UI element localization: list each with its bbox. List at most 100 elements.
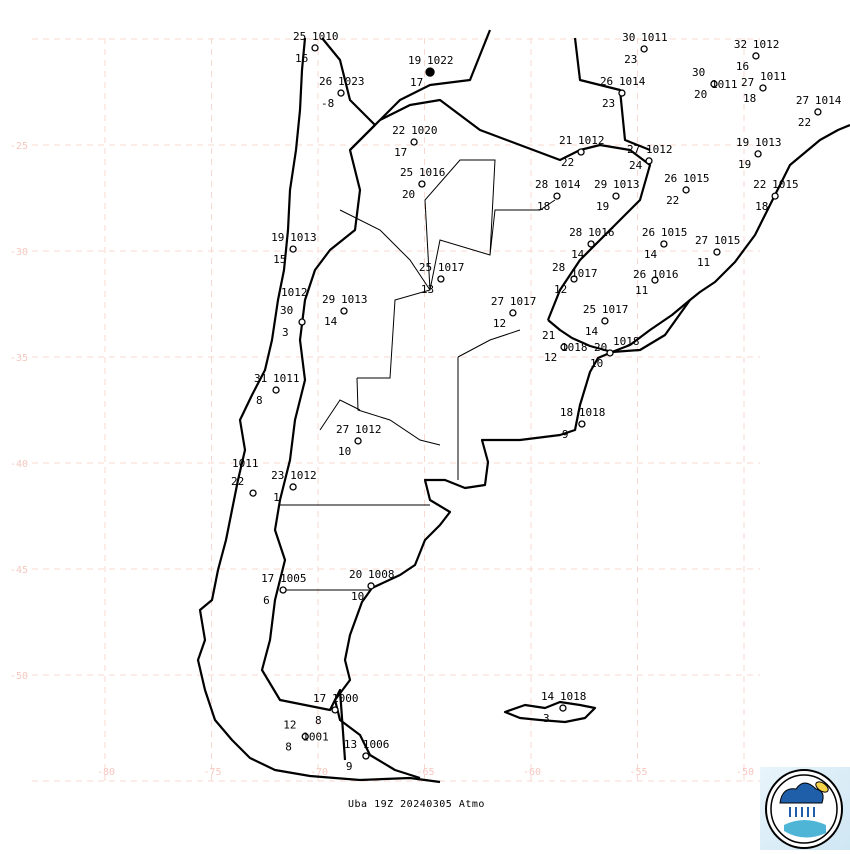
lat-label: -25 — [10, 141, 28, 152]
lat-label: -45 — [10, 565, 28, 576]
station-plot: 22 1011 — [231, 457, 259, 497]
station-plot: 26 1014 23 — [600, 75, 646, 110]
station-plot: 27 1015 11 — [695, 234, 741, 269]
station-temperature: 30 — [622, 31, 635, 44]
station-marker — [560, 343, 568, 351]
station-temperature: 20 — [594, 341, 607, 354]
land-outlines — [196, 29, 850, 784]
station-pressure: 1016 — [588, 226, 615, 239]
station-dewpoint: 6 — [263, 594, 270, 607]
station-plot: 20 1018 10 — [590, 335, 640, 370]
station-pressure: 1014 — [554, 178, 581, 191]
station-plot: 26 1023 -8 — [319, 75, 365, 110]
station-marker — [651, 276, 659, 284]
station-dewpoint: 12 — [554, 283, 567, 296]
station-temperature: 31 — [254, 372, 267, 385]
station-temperature: 26 — [633, 268, 646, 281]
station-temperature: 32 — [734, 38, 747, 51]
station-pressure: 1017 — [571, 267, 598, 280]
pacific-coastline — [196, 37, 441, 784]
station-pressure: 1015 — [683, 172, 710, 185]
station-temperature: 26 — [319, 75, 332, 88]
station-pressure: 1017 — [510, 295, 537, 308]
station-plot: 25 1010 16 — [293, 30, 339, 65]
station-pressure: 1018 — [579, 406, 606, 419]
station-pressure: 1018 — [561, 341, 588, 354]
station-dewpoint: 16 — [295, 52, 308, 65]
station-dewpoint: 9 — [562, 428, 569, 441]
lon-label: -60 — [523, 767, 541, 778]
lon-label: -80 — [97, 767, 115, 778]
lon-label: -70 — [310, 767, 328, 778]
station-temperature: 21 — [542, 329, 555, 342]
station-pressure: 1023 — [338, 75, 365, 88]
station-plot: 27 1012 10 — [336, 423, 382, 458]
station-temperature: 22 — [231, 475, 244, 488]
station-marker — [710, 80, 718, 88]
lat-label: -30 — [10, 247, 28, 258]
station-temperature: 22 — [392, 124, 405, 137]
station-marker — [289, 245, 297, 253]
station-temperature: 27 — [336, 423, 349, 436]
station-plot: 18 1018 9 — [560, 406, 606, 441]
map-caption: Uba 19Z 20240305 Atmo — [348, 799, 485, 810]
station-plot: 19 1013 15 — [271, 231, 317, 266]
station-pressure: 1012 — [578, 134, 605, 147]
station-dewpoint: 12 — [544, 351, 557, 364]
station-dewpoint: 10 — [590, 357, 603, 370]
station-marker — [337, 89, 345, 97]
station-dewpoint: 12 — [493, 317, 506, 330]
station-marker — [570, 275, 578, 283]
station-temperature: 29 — [594, 178, 607, 191]
lat-label: -40 — [10, 459, 28, 470]
station-temperature: 25 — [583, 303, 596, 316]
station-temperature: 30 — [280, 304, 293, 317]
station-temperature: 29 — [322, 293, 335, 306]
station-temperature: 14 — [541, 690, 555, 703]
station-marker — [578, 420, 586, 428]
station-plot: 30 1011 23 — [622, 31, 668, 66]
station-dewpoint: 22 — [798, 116, 811, 129]
station-pressure: 1015 — [661, 226, 688, 239]
station-temperature: 22 — [753, 178, 766, 191]
station-plot: 22 1015 18 — [753, 178, 799, 213]
station-marker — [410, 138, 418, 146]
station-marker — [553, 192, 561, 200]
station-plot: 12 1001 8 — [283, 718, 329, 753]
station-pressure: 1008 — [368, 568, 395, 581]
station-marker — [362, 752, 370, 760]
station-dewpoint: 8 — [285, 740, 292, 753]
station-dewpoint: 18 — [743, 92, 756, 105]
station-pressure: 1020 — [411, 124, 438, 137]
station-pressure: 1018 — [560, 690, 587, 703]
station-temperature: 28 — [535, 178, 548, 191]
station-marker — [367, 582, 375, 590]
station-plot: 21 1012 22 — [559, 134, 605, 169]
station-plot: 28 1017 12 — [552, 261, 598, 296]
station-plot: 26 1015 22 — [664, 172, 710, 207]
station-temperature: 27 — [741, 76, 754, 89]
station-temperature: 26 — [642, 226, 655, 239]
station-dewpoint: 8 — [256, 394, 263, 407]
station-dewpoint: 22 — [666, 194, 679, 207]
station-marker — [311, 44, 319, 52]
station-marker — [249, 489, 257, 497]
station-marker — [354, 437, 362, 445]
station-dewpoint: 11 — [697, 256, 710, 269]
station-temperature: 27 — [627, 143, 640, 156]
station-temperature: 19 — [271, 231, 284, 244]
station-pressure: 1011 — [760, 70, 787, 83]
station-marker — [279, 586, 287, 594]
lon-label: -55 — [630, 767, 648, 778]
station-marker — [660, 240, 668, 248]
station-plot: 27 1017 12 — [491, 295, 537, 330]
station-dewpoint: 19 — [738, 158, 751, 171]
station-temperature: 30 — [692, 66, 705, 79]
station-dewpoint: 22 — [561, 156, 574, 169]
station-plot: 17 1005 6 — [261, 572, 307, 607]
